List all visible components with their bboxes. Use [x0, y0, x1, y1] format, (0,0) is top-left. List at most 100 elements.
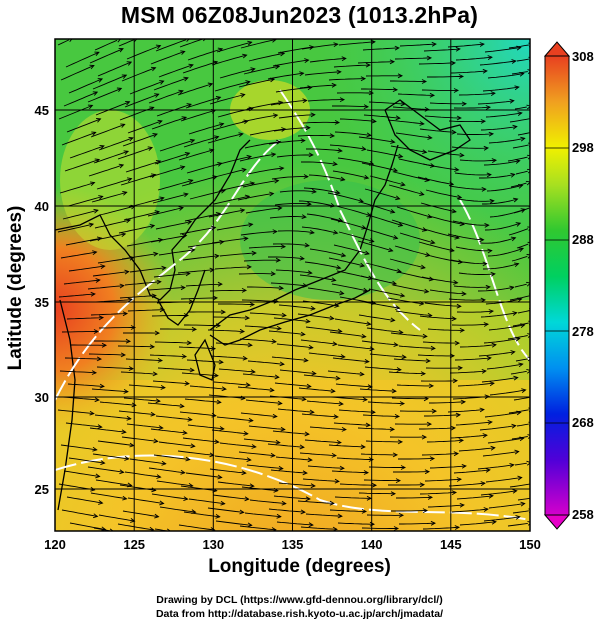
streamline	[268, 140, 305, 145]
streamline	[121, 67, 156, 82]
streamline-arrowhead	[221, 386, 227, 392]
streamline	[488, 137, 525, 144]
streamline-arrowhead	[520, 501, 526, 507]
streamline-arrowhead	[359, 262, 366, 268]
streamline	[459, 521, 496, 526]
streamline-arrowhead	[159, 80, 165, 85]
streamline-arrowhead	[152, 133, 158, 138]
x-tick-label: 150	[519, 537, 541, 552]
streamline	[362, 227, 398, 239]
streamline	[450, 434, 487, 439]
streamline	[362, 47, 399, 51]
streamline	[421, 276, 458, 284]
streamline	[305, 326, 342, 332]
streamline-arrowhead	[178, 206, 184, 211]
streamline	[422, 341, 459, 344]
streamline-arrowhead	[301, 214, 307, 220]
streamline	[369, 175, 405, 186]
streamline	[301, 226, 338, 234]
streamline	[62, 209, 99, 220]
streamline-arrowhead	[363, 174, 370, 180]
streamline-arrowhead	[451, 129, 457, 135]
streamline	[209, 94, 245, 105]
streamline	[207, 507, 244, 513]
streamline	[419, 128, 456, 133]
streamline-arrowhead	[159, 500, 165, 506]
credit-data-source: Data from http://database.rish.kyoto-u.a…	[155, 608, 444, 620]
streamline	[183, 136, 219, 148]
streamline-arrowhead	[217, 47, 224, 53]
streamline	[60, 251, 97, 259]
streamline	[512, 510, 529, 514]
streamline-arrowhead	[238, 132, 244, 137]
streamline-arrowhead	[339, 465, 345, 471]
streamline-arrowhead	[425, 358, 431, 364]
streamline	[96, 366, 134, 370]
streamline-arrowhead	[515, 222, 522, 227]
streamline	[393, 171, 430, 181]
streamline-arrowhead	[219, 122, 225, 128]
streamline	[129, 267, 166, 273]
streamline	[482, 86, 519, 92]
y-tick-label: 25	[35, 482, 49, 497]
streamline	[457, 198, 494, 202]
streamline-arrowhead	[427, 495, 434, 500]
streamline	[239, 153, 276, 162]
streamline-arrowhead	[392, 452, 399, 458]
streamline	[477, 100, 514, 105]
streamline	[358, 314, 395, 321]
streamline	[87, 285, 124, 290]
streamline-arrowhead	[421, 227, 428, 232]
streamline-arrowhead	[397, 222, 404, 227]
colorbar-tick-label: 278	[572, 324, 594, 339]
streamline	[458, 92, 495, 96]
streamline	[180, 109, 216, 122]
streamline	[487, 73, 524, 79]
streamline-arrowhead	[395, 478, 402, 484]
streamline	[486, 363, 523, 370]
streamline	[393, 358, 430, 362]
streamline	[447, 409, 484, 413]
streamline	[238, 451, 275, 457]
streamline-arrowhead	[456, 477, 463, 482]
streamline	[150, 428, 187, 434]
streamline-arrowhead	[338, 401, 344, 407]
streamline-arrowhead	[510, 172, 516, 178]
streamline-arrowhead	[362, 397, 368, 402]
streamline	[514, 283, 527, 288]
streamline	[124, 281, 161, 286]
streamline	[94, 414, 131, 420]
streamline	[237, 386, 274, 391]
streamline-arrowhead	[335, 190, 341, 195]
streamline	[247, 360, 284, 365]
streamline-arrowhead	[269, 77, 276, 83]
streamline	[309, 57, 346, 63]
chart-title: MSM 06Z08Jun2023 (1013.2hPa)	[120, 2, 479, 28]
streamline	[188, 498, 225, 505]
streamline	[122, 133, 158, 147]
streamline	[399, 43, 436, 47]
streamline-arrowhead	[270, 152, 277, 158]
streamline-arrowhead	[212, 175, 218, 180]
streamline-arrowhead	[368, 457, 375, 462]
streamline-arrowhead	[363, 470, 370, 475]
streamline-arrowhead	[217, 281, 223, 287]
streamline	[451, 508, 488, 513]
streamline-arrowhead	[428, 383, 435, 389]
streamline-arrowhead	[212, 60, 219, 66]
streamline-arrowhead	[180, 165, 186, 171]
streamline-arrowhead	[481, 368, 487, 374]
streamline	[240, 412, 277, 417]
streamline	[339, 483, 377, 486]
streamline	[513, 207, 530, 214]
streamline-arrowhead	[393, 342, 399, 348]
streamline	[155, 221, 192, 230]
streamline-arrowhead	[90, 181, 96, 187]
colorbar-tick-label: 308	[572, 49, 594, 64]
streamline	[267, 443, 304, 448]
streamline-arrowhead	[247, 40, 253, 46]
streamline-arrowhead	[121, 74, 128, 79]
streamline-arrowhead	[509, 98, 515, 104]
streamline	[61, 131, 96, 146]
streamline	[214, 266, 251, 270]
